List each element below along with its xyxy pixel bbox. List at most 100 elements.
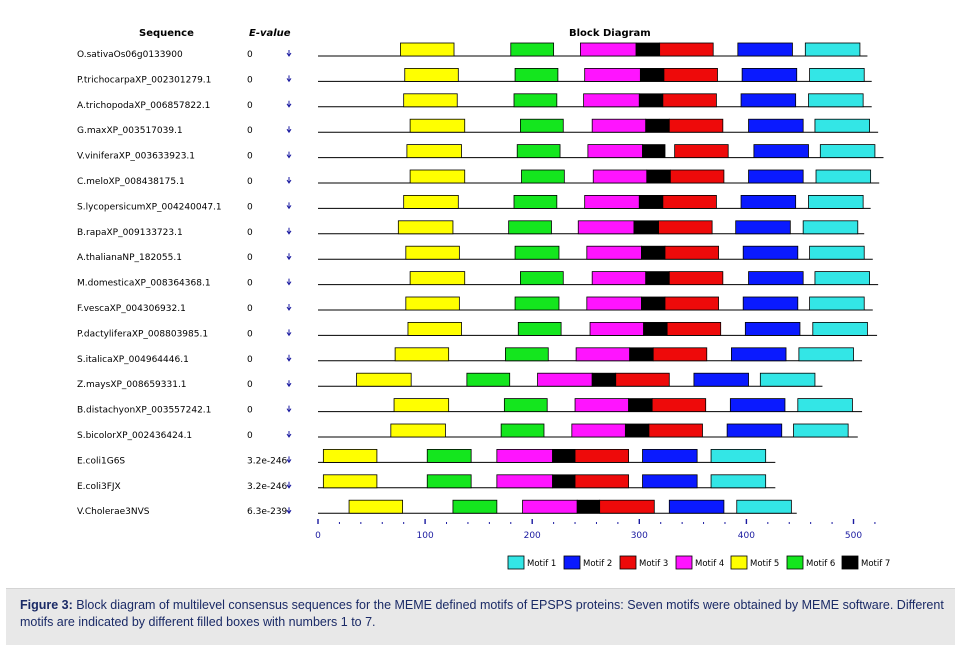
strand-arrow-icon — [286, 481, 292, 489]
sequence-name: Z.maysXP_008659331.1 — [77, 380, 187, 390]
motif-7-block — [635, 42, 661, 57]
motif-4-block — [496, 474, 553, 489]
motif-7-block — [638, 194, 664, 209]
motif-1-block — [759, 372, 816, 387]
motif-2-block — [748, 271, 804, 286]
evalue-value: 6.3e-239 — [247, 507, 288, 517]
strand-arrow-icon — [286, 202, 292, 210]
motif-7-block — [629, 347, 654, 362]
motif-6-block — [426, 448, 472, 463]
motif-1-block — [808, 194, 864, 209]
strand-arrow-icon — [286, 100, 292, 108]
legend-item: Motif 6 — [786, 555, 835, 570]
motif-7-block — [642, 144, 666, 159]
sequence-name: C.meloXP_008438175.1 — [77, 177, 185, 187]
sequence-row: A.trichopodaXP_006857822.1 0 — [77, 93, 872, 111]
motif-6-block — [521, 169, 565, 184]
evalue-value: 0 — [247, 50, 253, 60]
motif-4-block — [577, 220, 635, 235]
legend-item: Motif 4 — [675, 555, 724, 570]
motif-6-block — [514, 245, 560, 260]
motif-legend: Motif 1 Motif 2 Motif 3 Motif 4 Motif 5 Motif… — [507, 555, 890, 570]
strand-arrow-icon — [286, 329, 292, 337]
legend-swatch — [619, 555, 637, 570]
block-diagram-header: Block Diagram — [569, 28, 651, 39]
caption-label: Figure 3: — [20, 598, 73, 612]
motif-1-block — [814, 118, 870, 133]
motif-5-block — [356, 372, 412, 387]
evalue-value: 3.2e-246 — [247, 482, 288, 492]
figure-caption-box: Figure 3: Block diagram of multilevel co… — [6, 588, 955, 645]
strand-arrow-icon — [286, 253, 292, 261]
motif-5-block — [393, 398, 450, 413]
strand-arrow-icon — [286, 507, 292, 515]
evalue-value: 0 — [247, 75, 253, 85]
sequence-header: Sequence — [139, 28, 194, 39]
motif-5-block — [406, 144, 462, 159]
evalue-value: 0 — [247, 202, 253, 212]
sequence-name: S.lycopersicumXP_004240047.1 — [77, 202, 222, 212]
sequence-name: A.thalianaNP_182055.1 — [77, 253, 182, 263]
motif-2-block — [744, 321, 801, 336]
evalue-value: 0 — [247, 380, 253, 390]
motif-1-block — [809, 245, 865, 260]
legend-swatch — [730, 555, 748, 570]
motif-5-block — [322, 448, 378, 463]
sequence-row: S.italicaXP_004964446.1 0 — [77, 347, 863, 365]
sequence-rows: O.sativaOs06g0133900 0 P.trichocarpaXP_002… — [77, 42, 884, 517]
motif-5-block — [405, 245, 460, 260]
figure-caption: Figure 3: Block diagram of multilevel co… — [20, 597, 950, 631]
motif-6-block — [503, 398, 548, 413]
sequence-row: V.Cholerae3NVS 6.3e-239 — [77, 499, 797, 517]
motif-3-block — [615, 372, 670, 387]
sequence-row: C.meloXP_008438175.1 0 — [77, 169, 880, 187]
sequence-row: E.coli1G6S 3.2e-246 — [77, 448, 776, 466]
motif-2-block — [742, 245, 799, 260]
motif-2-block — [740, 194, 797, 209]
legend-label: Motif 1 — [527, 559, 556, 569]
strand-arrow-icon — [286, 380, 292, 388]
motif-3-block — [574, 474, 629, 489]
motif-1-block — [710, 448, 767, 463]
strand-arrow-icon — [286, 126, 292, 134]
motif-1-block — [798, 347, 854, 362]
legend-swatch — [563, 555, 581, 570]
evalue-value: 0 — [247, 431, 253, 441]
evalue-value: 3.2e-246 — [247, 456, 288, 466]
axis-tick-label: 0 — [315, 531, 321, 541]
strand-arrow-icon — [286, 431, 292, 438]
sequence-name: P.trichocarpaXP_002301279.1 — [77, 75, 211, 85]
sequence-name: A.trichopodaXP_006857822.1 — [77, 101, 210, 111]
evalue-value: 0 — [247, 279, 253, 289]
motif-3-block — [574, 448, 629, 463]
motif-7-block — [628, 398, 653, 413]
sequence-row: Z.maysXP_008659331.1 0 — [77, 372, 823, 390]
sequence-row: B.rapaXP_009133723.1 0 — [77, 220, 865, 238]
legend-swatch — [675, 555, 693, 570]
caption-text: Block diagram of multilevel consensus se… — [20, 598, 944, 629]
motif-5-block — [409, 169, 466, 184]
motif-6-block — [517, 321, 562, 336]
motif-6-block — [514, 68, 559, 82]
motif-3-block — [662, 194, 717, 209]
legend-swatch — [841, 555, 859, 570]
axis-tick-label: 500 — [845, 531, 862, 541]
motif-3-block — [658, 220, 713, 235]
motif-1-block — [797, 398, 853, 413]
sequence-row: B.distachyonXP_003557242.1 0 — [77, 398, 863, 416]
motif-2-block — [668, 499, 725, 514]
motif-1-block — [802, 220, 859, 235]
axis-tick-label: 100 — [417, 531, 434, 541]
motif-3-block — [664, 245, 719, 260]
evalue-value: 0 — [247, 101, 253, 111]
motif-7-block — [645, 271, 670, 286]
motif-6-block — [520, 118, 564, 133]
sequence-row: S.lycopersicumXP_004240047.1 0 — [77, 194, 871, 212]
sequence-row: F.vescaXP_004306932.1 0 — [77, 296, 873, 314]
motif-6-block — [510, 42, 555, 57]
sequence-row: O.sativaOs06g0133900 0 — [77, 42, 868, 60]
sequence-row: E.coli3FJX 3.2e-246 — [77, 474, 776, 492]
motif-6-block — [508, 220, 552, 235]
motif-4-block — [522, 499, 578, 514]
legend-label: Motif 7 — [861, 559, 890, 569]
